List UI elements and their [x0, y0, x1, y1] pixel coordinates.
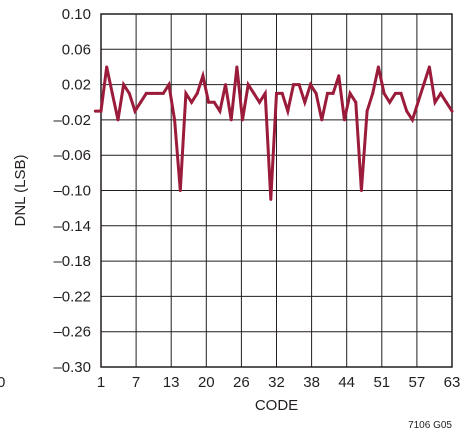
y-tick-label: –0.22 [53, 288, 91, 305]
y-tick-labels: 0.10 0.06 0.02 –0.02 –0.06 –0.10 –0.14 –0.18 –0.… [53, 6, 91, 376]
data-point [246, 83, 250, 87]
x-tick-label: 20 [198, 374, 215, 391]
data-point [105, 65, 109, 69]
plot-frame [100, 13, 453, 368]
data-point [144, 91, 148, 95]
data-point [201, 74, 205, 78]
data-point [325, 91, 329, 95]
data-point [422, 83, 426, 87]
y-tick-label: –0.18 [53, 253, 91, 270]
data-point [150, 91, 154, 95]
data-point [444, 100, 448, 104]
data-point [161, 91, 165, 95]
data-point [133, 109, 137, 113]
data-point [359, 189, 363, 192]
data-point [308, 83, 312, 87]
data-point [167, 83, 171, 87]
y-tick-label: –0.10 [53, 183, 91, 200]
data-point [382, 91, 386, 95]
data-point [263, 91, 267, 95]
data-point [229, 118, 233, 122]
data-point [376, 65, 380, 69]
data-point [439, 91, 443, 95]
x-tick-label: 13 [163, 374, 180, 391]
data-point [450, 109, 454, 113]
data-point [195, 91, 199, 95]
data-point [224, 83, 228, 87]
y-tick-label: –0.26 [53, 324, 91, 341]
data-point [207, 100, 211, 104]
data-point [252, 91, 256, 95]
y-tick-label: –0.14 [53, 218, 91, 235]
data-point [116, 118, 120, 122]
data-point [405, 109, 409, 113]
grid [101, 14, 452, 367]
data-point [331, 91, 335, 95]
data-point [122, 83, 126, 87]
data-point [393, 91, 397, 95]
data-point [320, 118, 324, 122]
x-tick-label: 63 [444, 374, 460, 391]
data-point [235, 65, 239, 69]
data-point [416, 100, 420, 104]
data-point [433, 100, 437, 104]
stray-tick-label: 0 [0, 374, 5, 391]
data-point [348, 91, 352, 95]
data-point [314, 91, 318, 95]
data-point [371, 91, 375, 95]
data-point [218, 109, 222, 113]
data-point [139, 100, 143, 104]
data-point [399, 91, 403, 95]
x-tick-label: 38 [303, 374, 320, 391]
y-tick-label: –0.06 [53, 147, 91, 164]
data-point [258, 100, 262, 104]
x-tick-label: 51 [373, 374, 390, 391]
data-point [212, 100, 216, 104]
data-point [99, 109, 103, 113]
data-point [178, 189, 182, 192]
data-point [93, 109, 97, 113]
data-point [280, 91, 284, 95]
data-point [110, 91, 114, 95]
x-tick-label: 44 [338, 374, 355, 391]
data-point [410, 118, 414, 122]
x-axis-title: CODE [255, 397, 298, 414]
data-point [127, 91, 131, 95]
y-tick-label: 0.06 [62, 41, 91, 58]
data-point [303, 100, 307, 104]
data-point [365, 109, 369, 113]
data-point [388, 100, 392, 104]
data-point [427, 65, 431, 69]
data-point [286, 109, 290, 113]
data-point [190, 100, 194, 104]
x-tick-label: 26 [233, 374, 250, 391]
data-point [337, 74, 341, 78]
x-tick-label: 1 [97, 374, 105, 391]
x-tick-label: 32 [268, 374, 285, 391]
data-point [173, 118, 177, 122]
y-axis-title: DNL (LSB) [12, 155, 29, 227]
y-tick-label: –0.30 [53, 359, 91, 376]
x-tick-labels: 1 7 13 20 26 32 38 44 51 57 63 [97, 374, 460, 391]
data-point [156, 91, 160, 95]
data-point [269, 197, 273, 201]
y-tick-label: 0.10 [62, 6, 91, 23]
data-point [342, 118, 346, 122]
data-point [291, 83, 295, 87]
figure-id: 7106 G05 [408, 420, 452, 431]
dnl-series-line [95, 66, 454, 200]
y-tick-label: –0.02 [53, 112, 91, 129]
data-point [241, 118, 245, 122]
data-points [93, 65, 454, 201]
y-tick-label: 0.02 [62, 77, 91, 94]
data-point [184, 91, 188, 95]
data-point [297, 83, 301, 87]
data-point [354, 100, 358, 104]
data-point [275, 91, 278, 95]
x-tick-label: 57 [409, 374, 426, 391]
x-tick-label: 7 [132, 374, 140, 391]
